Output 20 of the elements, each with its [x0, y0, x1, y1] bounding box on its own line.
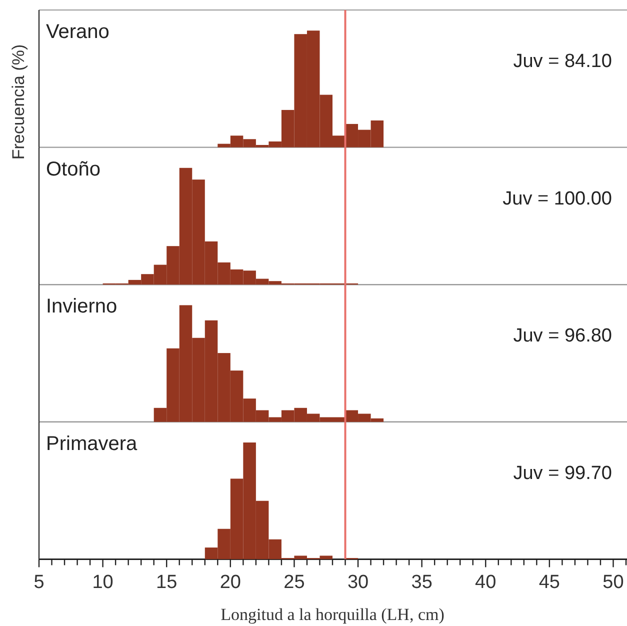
annotation: Juv = 100.00	[502, 188, 612, 210]
x-tick-label: 15	[156, 572, 178, 594]
x-tick-label: 10	[92, 572, 114, 594]
x-tick-label: 25	[284, 572, 305, 594]
chart-title: Primavera	[46, 432, 138, 455]
x-tick-label: 5	[34, 572, 44, 594]
chart-title: Otoño	[46, 158, 100, 180]
x-tick-label: 40	[475, 572, 496, 594]
x-axis-title: Longitud a la horquilla (LH, cm)	[220, 605, 444, 624]
chart-title: Invierno	[46, 296, 118, 318]
y-axis-title: Frecuencia (%)	[9, 44, 28, 160]
annotation: Juv = 84.10	[513, 51, 612, 72]
x-tick-label: 35	[411, 572, 432, 594]
x-tick-label: 20	[220, 572, 241, 594]
x-tick-label: 30	[347, 572, 369, 594]
x-tick-label: 50	[602, 572, 624, 594]
chart-title: Verano	[46, 21, 110, 43]
x-tick-label: 45	[538, 572, 560, 594]
annotation: Juv = 96.80	[513, 326, 612, 347]
annotation: Juv = 99.70	[513, 462, 612, 484]
